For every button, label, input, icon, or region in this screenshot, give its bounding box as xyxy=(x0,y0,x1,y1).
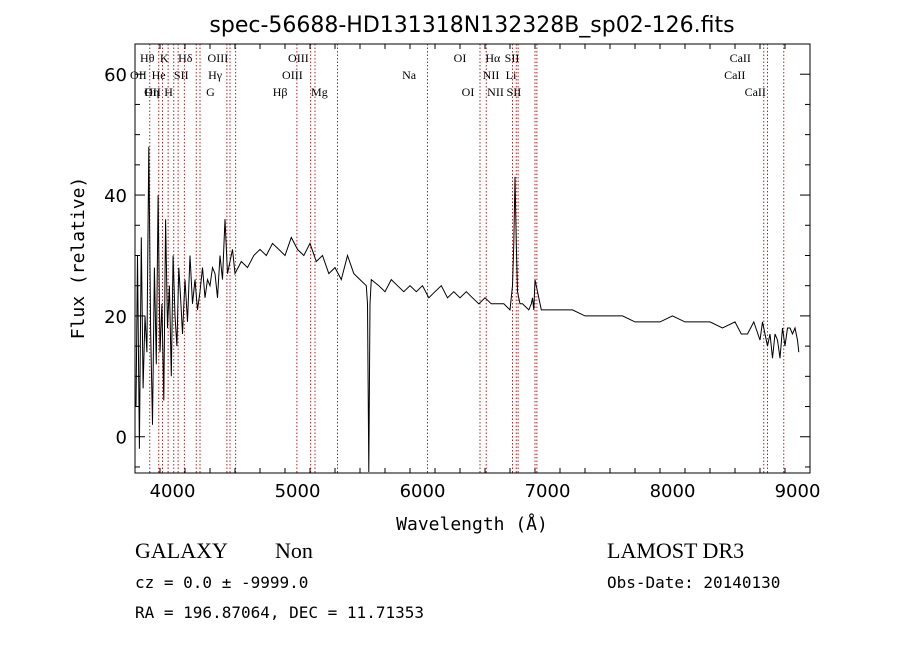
line-marker-label-12: Hβ xyxy=(273,85,288,99)
line-marker-label-22: Li xyxy=(506,68,517,82)
line-marker-label-2: OII xyxy=(144,85,161,99)
line-marker-label-21: NII xyxy=(483,68,500,82)
y-tick-label-60: 60 xyxy=(104,65,127,86)
line-marker-label-25: CaII xyxy=(730,51,751,65)
line-marker-label-17: OI xyxy=(454,51,467,65)
x-tick-label-7000: 7000 xyxy=(525,481,571,502)
x-tick-label-9000: 9000 xyxy=(775,481,821,502)
line-marker-label-13: OIII xyxy=(288,51,309,65)
object-class-label: GALAXY xyxy=(135,538,228,563)
survey-label: LAMOST DR3 xyxy=(607,538,745,563)
x-tick-label-5000: 5000 xyxy=(275,481,321,502)
line-marker-label-1: Hθ xyxy=(140,51,155,65)
line-marker-label-14: OIII xyxy=(282,68,303,82)
redshift-line: cz = 0.0 ± -9999.0 xyxy=(135,573,309,592)
line-marker-label-8: Hδ xyxy=(178,51,193,65)
x-tick-label-8000: 8000 xyxy=(650,481,696,502)
line-marker-label-3: He xyxy=(152,68,166,82)
line-marker-label-7: SII xyxy=(174,68,189,82)
line-marker-label-19: Hα xyxy=(485,51,501,65)
y-tick-label-20: 20 xyxy=(104,307,127,328)
observation-date: Obs-Date: 20140130 xyxy=(607,573,781,592)
line-marker-label-16: Na xyxy=(402,68,417,82)
line-marker-label-0: OII xyxy=(130,68,147,82)
axis-tick-labels: 4000 5000 6000 7000 8000 9000 0 20 40 60 xyxy=(104,65,820,502)
spectrum-line xyxy=(135,146,800,473)
y-tick-label-40: 40 xyxy=(104,186,127,207)
line-marker-label-23: NII xyxy=(487,85,504,99)
y-axis-label: Flux (relative) xyxy=(68,177,89,340)
coordinates-line: RA = 196.87064, DEC = 11.71353 xyxy=(135,603,424,622)
axis-ticks xyxy=(134,43,811,473)
line-marker-label-26: CaII xyxy=(724,68,745,82)
y-tick-label-0: 0 xyxy=(116,428,127,449)
x-tick-label-6000: 6000 xyxy=(400,481,446,502)
line-marker-label-6: H xyxy=(164,85,173,99)
line-marker-label-5: K xyxy=(160,51,169,65)
line-marker-label-11: G xyxy=(206,85,215,99)
line-marker-label-10: Hγ xyxy=(208,68,223,82)
line-marker-label-18: OI xyxy=(462,85,475,99)
line-marker-group xyxy=(149,44,785,473)
line-marker-label-15: Mg xyxy=(311,85,328,99)
line-marker-label-20: SII xyxy=(505,51,520,65)
chart-title: spec-56688-HD131318N132328B_sp02-126.fit… xyxy=(209,13,734,38)
line-marker-label-9: OIII xyxy=(208,51,229,65)
x-tick-label-4000: 4000 xyxy=(150,481,196,502)
object-subclass-label: Non xyxy=(275,538,313,563)
x-axis-label: Wavelength (Å) xyxy=(396,513,548,535)
line-marker-label-4: Hη xyxy=(144,85,159,99)
line-marker-label-27: CaII xyxy=(745,85,766,99)
plot-frame xyxy=(134,43,811,474)
line-marker-label-24: SII xyxy=(507,85,522,99)
